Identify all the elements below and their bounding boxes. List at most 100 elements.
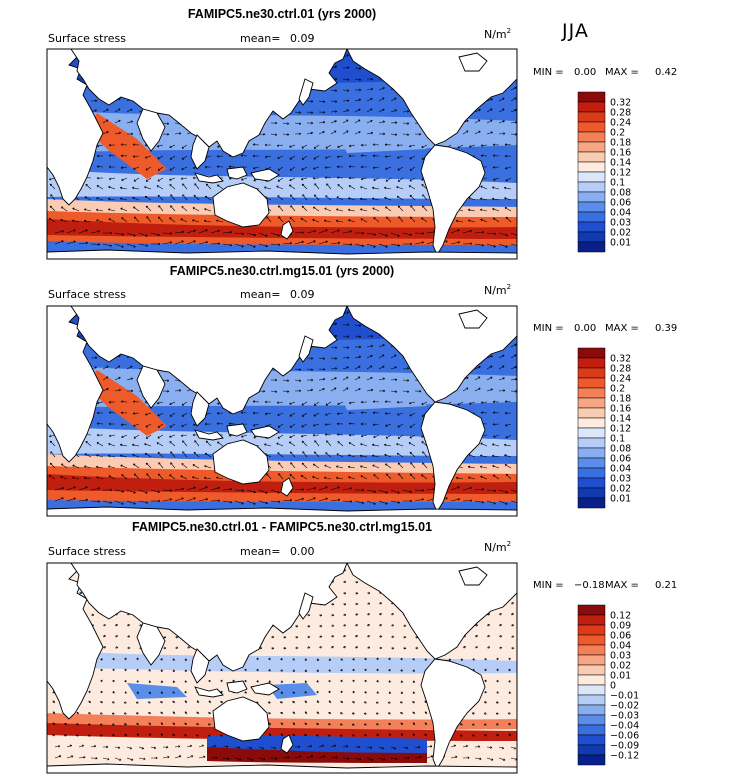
vector-arrow [496,657,500,661]
colorbar-cell [577,101,606,113]
vector-arrow [378,344,385,348]
vector-arrow [366,746,373,749]
vector-arrow [102,376,109,381]
vector-arrow [102,119,109,124]
vector-arrow [378,489,388,494]
vector-arrow [354,335,362,338]
vector-arrow [327,723,332,726]
min-label: MIN = [533,580,564,591]
vector-arrow [49,205,56,212]
vector-arrow [136,691,140,694]
stress-band [87,370,167,436]
vector-arrow [290,205,296,212]
vector-arrow [114,243,124,248]
vector-arrow [148,669,152,672]
vector-arrow [385,463,392,469]
vector-arrow [270,121,278,125]
vector-arrow [479,465,488,469]
vector-arrow [373,434,380,439]
colorbar-tick-label: 0.04 [610,208,631,219]
vector-arrow [306,240,316,245]
colorbar-tick-label: 0.12 [610,168,631,179]
vector-arrow [504,400,512,403]
vector-arrow [462,387,469,392]
vector-arrow [99,723,104,726]
vector-arrow [108,177,116,181]
vector-arrow [54,755,62,759]
vector-arrow [493,434,500,438]
vector-arrow [510,635,515,639]
vector-arrow [156,442,164,447]
vector-arrow [347,208,356,212]
vector-arrow [234,500,244,505]
vector-arrow [148,712,152,715]
vector-arrow [342,346,350,349]
vector-arrow [390,746,397,750]
vector-arrow [351,734,356,737]
vector-arrow [337,184,344,190]
vector-arrow [384,453,392,458]
vector-arrow [409,155,416,160]
vector-arrow [108,400,116,404]
vector-arrow [216,155,224,158]
vector-arrow [414,755,422,759]
vector-arrow [402,122,410,125]
vector-arrow [222,757,230,761]
vector-arrow [378,389,386,393]
stress-band [47,474,517,494]
vector-arrow [318,357,326,360]
vector-arrow [204,465,212,469]
vector-arrow [198,755,206,759]
vector-arrow [328,700,332,704]
vector-arrow [486,108,493,113]
vector-arrow [198,498,208,502]
vector-arrow [294,132,302,136]
vector-arrow [96,411,104,415]
vector-arrow [258,757,266,761]
vector-arrow [474,635,478,638]
vector-arrow [246,232,256,237]
vector-arrow [372,400,380,403]
vector-arrow [330,367,338,370]
mean-label: mean= [240,288,280,301]
vector-arrow [268,657,272,661]
vector-arrow [158,462,164,469]
vector-arrow [474,387,481,392]
vector-arrow [124,679,128,683]
vector-arrow [330,635,335,638]
colorbar-tick-label: −0.01 [610,691,639,702]
vector-arrow [280,657,284,661]
vector-arrow [162,241,173,245]
vector-arrow [258,243,268,248]
vector-arrow [342,323,350,327]
vector-arrow [170,205,176,212]
colorbar-cell [577,497,606,509]
vector-arrow [148,691,152,694]
vector-arrow [376,691,380,694]
vector-arrow [360,400,368,404]
vector-arrow [498,377,505,381]
vector-arrow [264,143,272,147]
vector-arrow [301,155,308,160]
vector-arrow [66,755,74,759]
vector-arrow [471,723,476,726]
vector-arrow [268,668,272,672]
vector-arrow [474,757,482,761]
vector-arrow [410,462,416,469]
vector-arrow [270,378,278,382]
vector-arrow [194,183,200,190]
vector-arrow [306,121,314,125]
vector-arrow [294,111,302,114]
vector-arrow [402,379,410,382]
vector-arrow [462,756,470,760]
vector-arrow [244,691,248,694]
vector-arrow [409,434,416,439]
vector-arrow [342,624,347,627]
vector-arrow [336,453,344,458]
vector-arrow [114,635,118,638]
colorbar-cell [577,437,606,449]
vector-arrow [507,712,512,715]
vector-arrow [372,143,380,146]
vector-arrow [335,219,344,223]
vector-arrow [474,624,478,627]
